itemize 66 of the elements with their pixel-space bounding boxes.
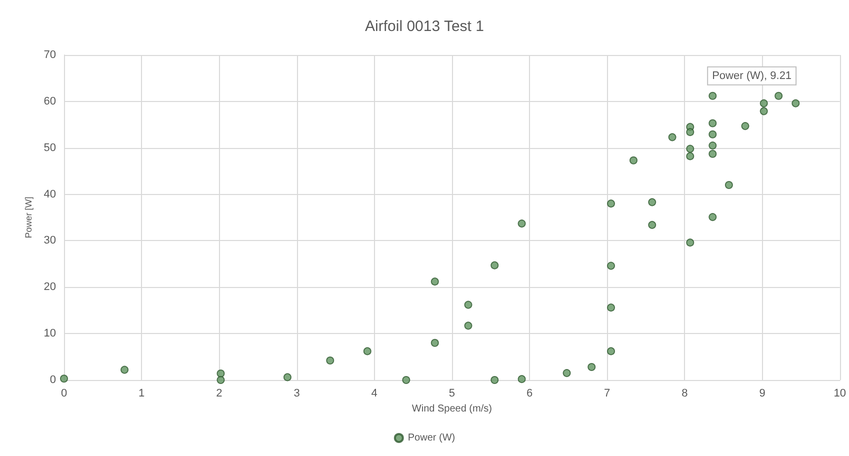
point (630, 156, 638, 164)
point (283, 373, 292, 382)
point (464, 300, 472, 309)
y-tick-label: 50 (44, 142, 56, 154)
point (607, 262, 615, 270)
point (464, 322, 472, 330)
point (741, 122, 750, 130)
point (648, 198, 656, 206)
y-axis-title: Power [W] (23, 196, 34, 238)
point (708, 119, 717, 128)
x-tick-label: 8 (682, 388, 688, 400)
y-tick-label: 60 (44, 95, 56, 108)
point (518, 220, 526, 228)
x-tick-label: 6 (526, 388, 533, 400)
point (708, 130, 717, 138)
x-tick-label: 4 (371, 388, 378, 400)
x-tick-label: 7 (604, 388, 610, 400)
x-tick-label: 1 (138, 388, 145, 400)
point (686, 238, 694, 247)
point (686, 128, 694, 136)
point (120, 366, 129, 374)
point (724, 181, 733, 189)
x-axis-title: Wind Speed (m/s) (412, 403, 492, 414)
point (430, 278, 439, 286)
chart-title: Airfoil 0013 Test 1 (365, 18, 484, 35)
point (402, 376, 410, 384)
y-tick-label: 0 (50, 374, 56, 386)
x-tick-label: 0 (60, 388, 68, 400)
point (708, 213, 717, 222)
point (430, 338, 439, 347)
point (363, 347, 372, 356)
point (607, 347, 615, 356)
y-tick-label: 10 (44, 328, 56, 340)
point (708, 142, 717, 150)
point (792, 99, 800, 108)
x-tick-label: 2 (216, 388, 222, 400)
legend-label: Power (W) (408, 432, 456, 444)
point (326, 356, 334, 364)
point (588, 363, 596, 371)
point (708, 150, 717, 158)
point (686, 144, 694, 153)
point (60, 374, 68, 383)
x-tick-label: 5 (448, 388, 456, 400)
point (760, 107, 768, 116)
y-tick-label: 70 (44, 49, 56, 61)
point (216, 376, 225, 384)
point (490, 261, 499, 270)
y-tick-label: 40 (44, 188, 56, 200)
point (668, 133, 676, 142)
point (774, 92, 783, 100)
point (518, 375, 526, 384)
point (490, 376, 499, 384)
point (686, 152, 694, 160)
point (607, 304, 615, 312)
x-tick-label: 3 (294, 388, 300, 400)
annotation: Power (W), 9.21 (712, 70, 792, 82)
point (607, 200, 615, 208)
point (760, 99, 768, 108)
point (648, 220, 656, 229)
y-tick-label: 20 (44, 281, 56, 294)
point (216, 370, 225, 378)
x-tick-label: 9 (759, 388, 766, 400)
y-tick-label: 30 (44, 234, 56, 247)
point (708, 92, 717, 100)
point (562, 369, 571, 378)
x-tick-label: 10 (834, 388, 846, 400)
